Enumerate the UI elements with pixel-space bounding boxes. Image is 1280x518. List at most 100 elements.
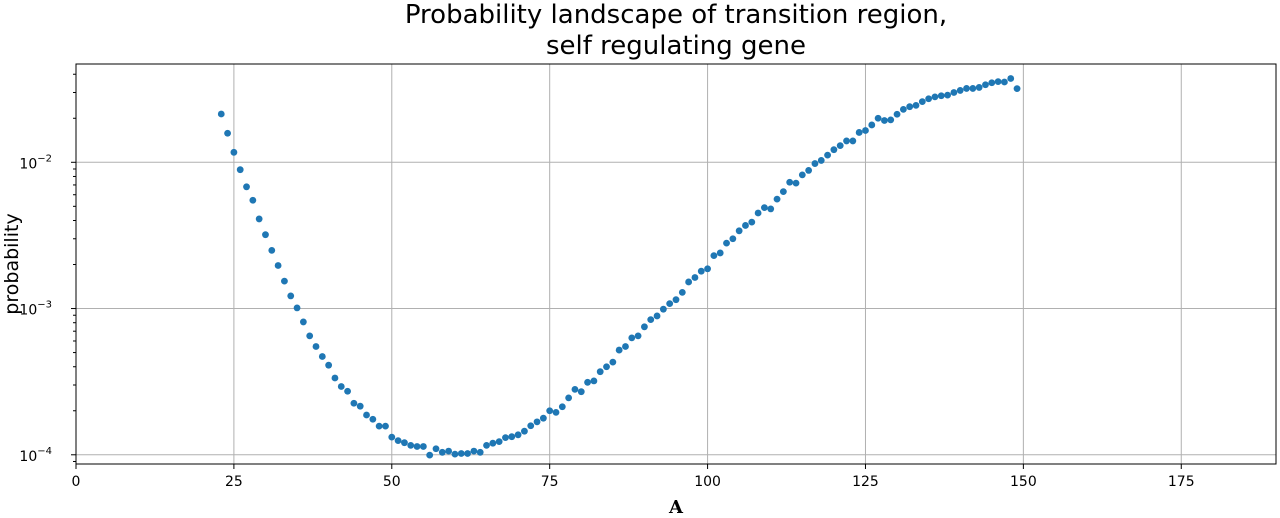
data-point bbox=[325, 361, 333, 369]
data-point bbox=[438, 448, 446, 456]
data-point bbox=[678, 288, 686, 296]
data-point bbox=[628, 334, 636, 342]
data-point bbox=[748, 218, 756, 226]
data-point bbox=[255, 215, 263, 223]
data-point bbox=[281, 277, 288, 285]
data-point bbox=[419, 443, 427, 450]
data-point bbox=[331, 374, 339, 382]
data-point bbox=[641, 323, 648, 331]
data-point bbox=[862, 127, 869, 134]
data-point bbox=[716, 249, 724, 257]
data-point bbox=[950, 89, 958, 96]
data-point bbox=[268, 246, 276, 254]
data-point bbox=[805, 167, 813, 174]
data-point bbox=[697, 267, 705, 275]
data-point bbox=[786, 178, 794, 186]
data-point bbox=[363, 411, 370, 419]
data-point bbox=[432, 445, 440, 453]
data-point bbox=[937, 92, 945, 100]
plot-frame bbox=[75, 63, 1277, 465]
data-point bbox=[293, 304, 301, 312]
data-point bbox=[975, 84, 983, 91]
x-axis-label: A bbox=[668, 497, 684, 518]
data-point bbox=[798, 171, 806, 179]
data-point bbox=[407, 441, 415, 449]
data-point bbox=[577, 388, 585, 396]
x-tick-label: 25 bbox=[225, 474, 243, 490]
data-point bbox=[1013, 85, 1021, 93]
data-point bbox=[236, 166, 244, 174]
data-point bbox=[596, 368, 604, 376]
x-tick-label: 150 bbox=[1010, 474, 1037, 490]
data-point bbox=[476, 448, 484, 456]
data-point bbox=[508, 433, 516, 441]
data-point bbox=[843, 137, 850, 145]
data-point bbox=[571, 385, 579, 393]
data-point bbox=[792, 179, 800, 187]
data-point bbox=[603, 363, 610, 371]
data-point bbox=[659, 305, 667, 313]
data-point bbox=[899, 105, 907, 113]
chart-title-line-1: Probability landscape of transition regi… bbox=[405, 0, 947, 30]
data-point bbox=[401, 439, 408, 447]
data-point bbox=[483, 441, 490, 449]
data-point bbox=[918, 98, 926, 106]
data-point bbox=[779, 188, 787, 196]
data-point bbox=[533, 418, 541, 426]
data-point bbox=[489, 439, 497, 447]
y-tick-label: 10−3 bbox=[19, 300, 52, 319]
x-tick-label: 100 bbox=[694, 474, 721, 490]
data-point bbox=[230, 148, 238, 156]
data-point bbox=[956, 87, 964, 94]
data-point bbox=[982, 81, 989, 89]
data-point bbox=[811, 160, 819, 167]
data-point bbox=[855, 129, 863, 136]
data-point bbox=[729, 235, 737, 243]
data-point bbox=[552, 408, 560, 416]
data-point bbox=[413, 443, 421, 450]
data-point bbox=[558, 403, 566, 411]
data-point bbox=[925, 95, 933, 103]
data-point bbox=[634, 332, 642, 340]
data-point bbox=[394, 437, 402, 445]
data-point bbox=[470, 447, 478, 455]
data-point bbox=[767, 205, 775, 213]
data-point bbox=[337, 383, 345, 390]
x-tick-label: 125 bbox=[852, 474, 879, 490]
data-point bbox=[539, 414, 547, 422]
data-point bbox=[350, 399, 358, 407]
data-point bbox=[224, 129, 231, 137]
data-point bbox=[817, 157, 825, 164]
data-point bbox=[906, 103, 914, 111]
data-point bbox=[274, 262, 282, 269]
data-point bbox=[723, 239, 730, 247]
data-point bbox=[312, 343, 320, 350]
axis-ticks: 0 25 50 75 100 125 150 175 10−4 10−3 10−2 bbox=[19, 73, 1195, 490]
data-point bbox=[887, 116, 895, 124]
grid-lines bbox=[75, 64, 1276, 464]
data-point bbox=[344, 387, 351, 395]
data-point bbox=[761, 204, 768, 212]
data-point bbox=[306, 332, 314, 340]
data-point bbox=[445, 447, 453, 455]
data-point bbox=[963, 85, 970, 92]
data-point bbox=[704, 265, 711, 273]
data-point bbox=[495, 438, 503, 446]
data-point bbox=[1007, 75, 1015, 82]
data-point bbox=[514, 431, 522, 439]
data-point bbox=[742, 222, 749, 229]
data-point bbox=[988, 79, 996, 87]
data-point bbox=[824, 151, 831, 159]
x-tick-label: 75 bbox=[541, 474, 559, 490]
data-point bbox=[457, 450, 465, 457]
data-point bbox=[502, 434, 509, 442]
data-point bbox=[451, 450, 459, 458]
data-point bbox=[881, 117, 888, 124]
data-point bbox=[464, 450, 471, 457]
data-point bbox=[773, 195, 781, 203]
data-point bbox=[653, 312, 661, 320]
data-point bbox=[969, 85, 977, 92]
data-point bbox=[388, 433, 396, 441]
data-point bbox=[262, 231, 269, 239]
